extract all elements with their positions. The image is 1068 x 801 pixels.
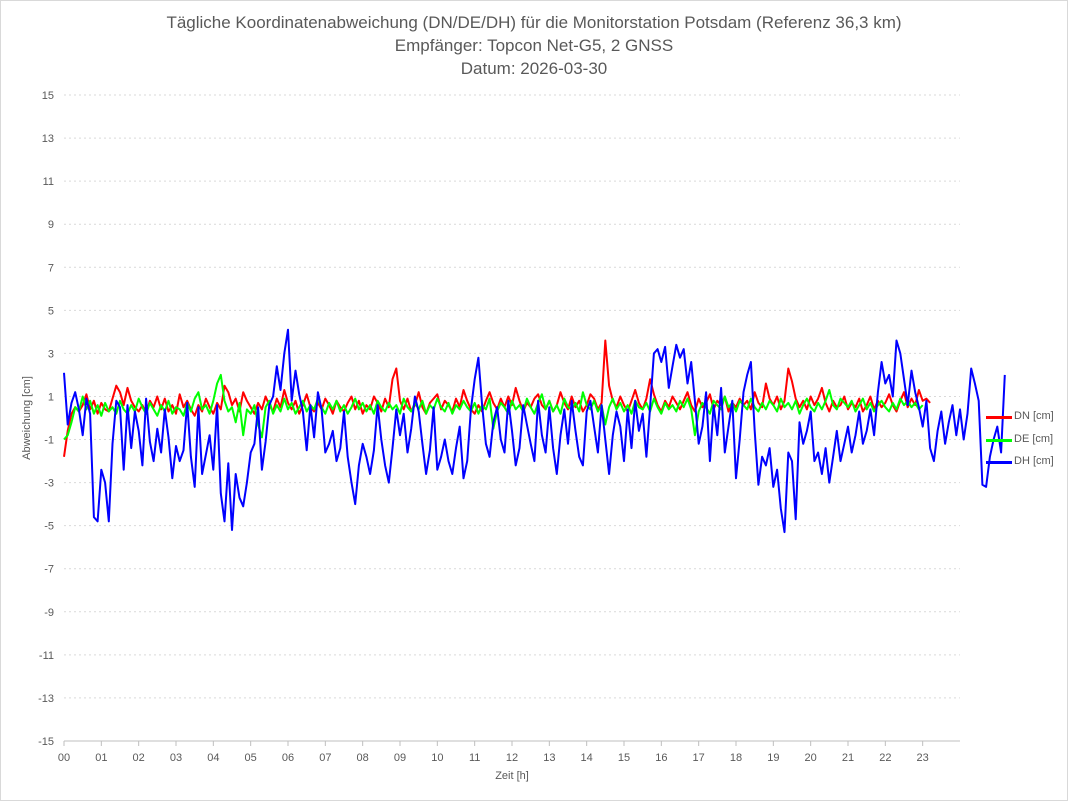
x-tick-label: 02 — [133, 752, 145, 764]
x-axis-label: Zeit [h] — [495, 770, 529, 782]
y-tick-label: 1 — [48, 391, 54, 403]
x-tick-label: 08 — [357, 752, 369, 764]
x-tick-label: 14 — [581, 752, 593, 764]
legend-swatch-de — [986, 439, 1012, 442]
x-tick-label: 10 — [431, 752, 443, 764]
x-tick-label: 21 — [842, 752, 854, 764]
y-axis-label: Abweichung [cm] — [21, 376, 33, 460]
x-tick-label: 11 — [469, 752, 480, 764]
series-line-dh — [63, 328, 1006, 534]
x-tick-label: 17 — [693, 752, 705, 764]
x-tick-label: 20 — [805, 752, 817, 764]
x-tick-label: 03 — [170, 752, 182, 764]
x-axis-tick-labels: 00 01 02 03 04 05 06 07 08 09 10 11 12 13 14 15 16 17 18 19… — [58, 741, 929, 764]
x-tick-label: 16 — [655, 752, 667, 764]
chart-date: Datum: 2026-03-30 — [460, 59, 608, 78]
y-tick-label: -5 — [44, 521, 54, 533]
x-tick-label: 12 — [506, 752, 518, 764]
y-tick-label: -9 — [44, 607, 54, 619]
x-tick-label: 19 — [767, 752, 779, 764]
y-tick-label: -1 — [44, 435, 54, 447]
y-tick-label: -15 — [38, 736, 54, 748]
y-tick-label: 13 — [42, 133, 54, 145]
x-tick-label: 00 — [58, 752, 70, 764]
chart-title: Tägliche Koordinatenabweichung (DN/DE/DH… — [166, 13, 902, 32]
x-tick-label: 04 — [207, 752, 219, 764]
y-axis-tick-labels: 15 13 11 9 7 5 3 1 -1 -3 -5 -7 -9 -11 -13 -15 — [38, 90, 54, 748]
y-tick-label: -3 — [44, 478, 54, 490]
y-tick-label: 11 — [43, 176, 54, 188]
legend-label-de: DE [cm] — [1014, 433, 1054, 445]
legend-label-dh: DH [cm] — [1014, 455, 1054, 467]
y-tick-label: -11 — [39, 650, 54, 662]
legend-label-dn: DN [cm] — [1014, 410, 1054, 422]
x-tick-label: 22 — [879, 752, 891, 764]
x-tick-label: 18 — [730, 752, 742, 764]
y-tick-label: 5 — [48, 305, 54, 317]
y-tick-label: 15 — [42, 90, 54, 102]
x-tick-label: 23 — [917, 752, 929, 764]
x-tick-label: 13 — [543, 752, 555, 764]
y-tick-label: 3 — [48, 348, 54, 360]
x-tick-label: 01 — [95, 752, 107, 764]
x-tick-label: 07 — [319, 752, 331, 764]
y-tick-label: -7 — [44, 564, 54, 576]
y-tick-label: 7 — [48, 262, 54, 274]
y-tick-label: -13 — [38, 693, 54, 705]
x-tick-label: 05 — [245, 752, 257, 764]
y-tick-label: 9 — [48, 219, 54, 231]
series-lines — [63, 328, 1006, 534]
x-tick-label: 09 — [394, 752, 406, 764]
legend-swatch-dh — [986, 461, 1012, 464]
legend-swatch-dn — [986, 416, 1012, 419]
x-tick-label: 15 — [618, 752, 630, 764]
chart-subtitle: Empfänger: Topcon Net-G5, 2 GNSS — [394, 36, 674, 55]
x-tick-label: 06 — [282, 752, 294, 764]
